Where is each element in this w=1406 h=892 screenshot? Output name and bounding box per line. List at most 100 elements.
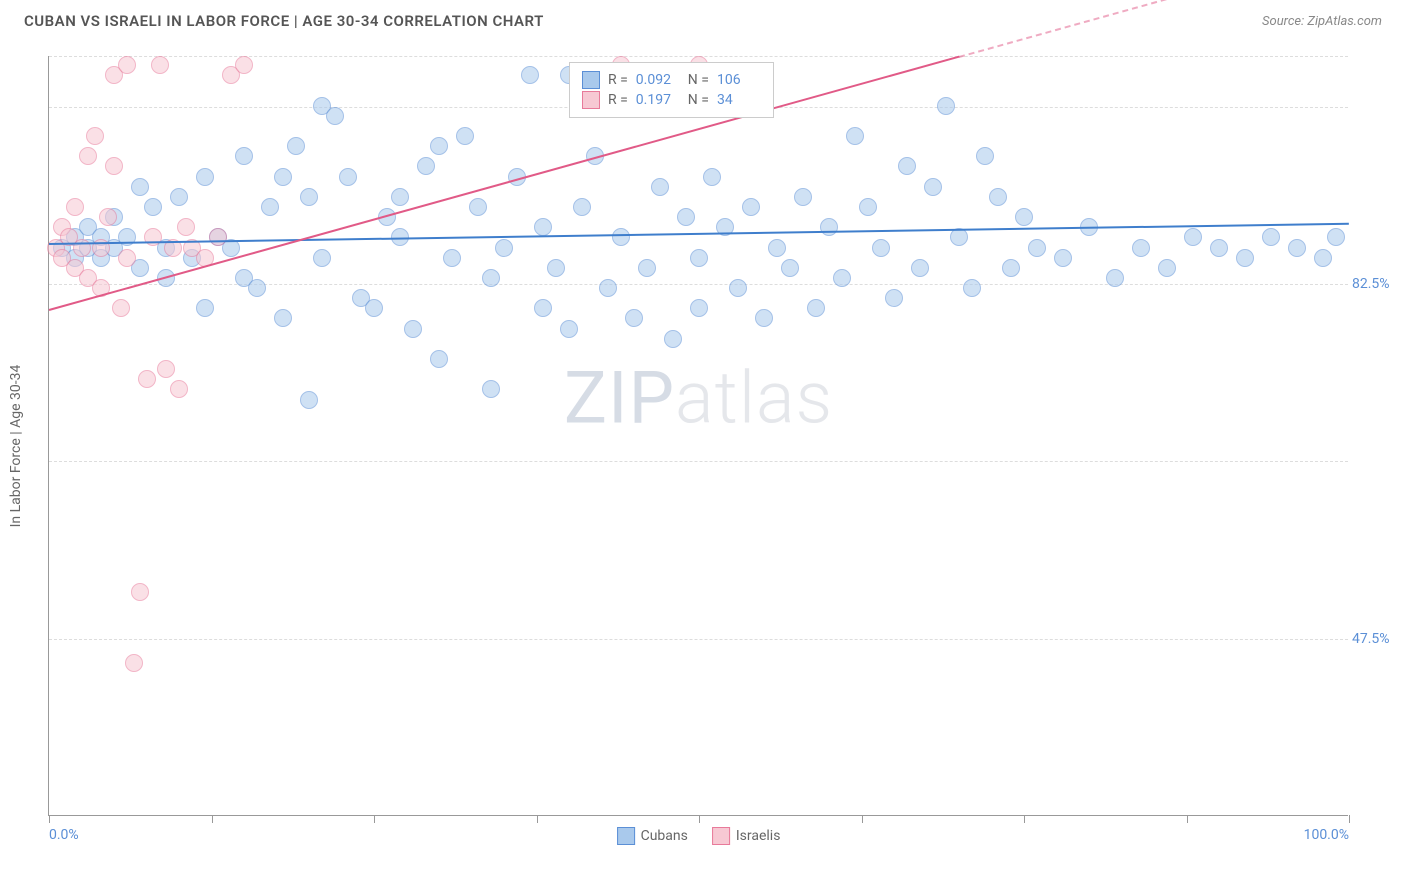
data-point <box>118 249 136 267</box>
data-point <box>1106 269 1124 287</box>
data-point <box>664 330 682 348</box>
data-point <box>99 208 117 226</box>
data-point <box>248 279 266 297</box>
legend-R-label: R = <box>608 92 628 108</box>
legend-N-label: N = <box>688 72 709 88</box>
data-point <box>963 279 981 297</box>
data-point <box>976 147 994 165</box>
legend-R-label: R = <box>608 72 628 88</box>
data-point <box>235 56 253 74</box>
data-point <box>196 168 214 186</box>
data-point <box>898 157 916 175</box>
data-point <box>547 259 565 277</box>
data-point <box>73 239 91 257</box>
data-point <box>1327 228 1345 246</box>
data-point <box>599 279 617 297</box>
data-point <box>872 239 890 257</box>
data-point <box>495 239 513 257</box>
x-tick <box>699 815 700 823</box>
data-point <box>794 188 812 206</box>
data-point <box>742 198 760 216</box>
legend-swatch <box>712 827 730 845</box>
data-point <box>1236 249 1254 267</box>
data-point <box>638 259 656 277</box>
data-point <box>534 218 552 236</box>
data-point <box>482 380 500 398</box>
data-point <box>781 259 799 277</box>
data-point <box>235 147 253 165</box>
data-point <box>924 178 942 196</box>
data-point <box>612 228 630 246</box>
legend-row: R =0.197N =34 <box>582 91 761 109</box>
data-point <box>391 188 409 206</box>
data-point <box>138 370 156 388</box>
data-point <box>300 188 318 206</box>
data-point <box>131 583 149 601</box>
data-point <box>807 299 825 317</box>
legend-label: Israelis <box>736 828 781 844</box>
data-point <box>105 157 123 175</box>
data-point <box>1314 249 1332 267</box>
legend-stats: R = 0.092 N = 106 R =0.197N =34 <box>569 62 774 118</box>
data-point <box>1262 228 1280 246</box>
data-point <box>196 299 214 317</box>
data-point <box>1158 259 1176 277</box>
data-point <box>1184 228 1202 246</box>
data-point <box>950 228 968 246</box>
data-point <box>469 198 487 216</box>
data-point <box>443 249 461 267</box>
x-tick <box>862 815 863 823</box>
watermark-atlas: atlas <box>675 355 833 440</box>
data-point <box>1132 239 1150 257</box>
data-point <box>177 218 195 236</box>
data-point <box>404 320 422 338</box>
data-point <box>1028 239 1046 257</box>
data-point <box>1002 259 1020 277</box>
data-point <box>690 249 708 267</box>
x-tick <box>374 815 375 823</box>
x-tick <box>212 815 213 823</box>
data-point <box>86 127 104 145</box>
data-point <box>820 218 838 236</box>
legend-row: R = 0.092 N = 106 <box>582 71 761 89</box>
data-point <box>534 299 552 317</box>
legend-N-label: N = <box>688 92 709 108</box>
chart-source: Source: ZipAtlas.com <box>1262 14 1382 29</box>
data-point <box>430 137 448 155</box>
data-point <box>66 198 84 216</box>
data-point <box>937 97 955 115</box>
data-point <box>125 654 143 672</box>
data-point <box>430 350 448 368</box>
data-point <box>365 299 383 317</box>
scatter-chart: ZIPatlas 47.5%82.5%0.0%100.0%R =0.092N =… <box>48 56 1348 816</box>
data-point <box>131 178 149 196</box>
watermark-zip: ZIP <box>564 355 675 440</box>
data-point <box>313 249 331 267</box>
data-point <box>79 147 97 165</box>
x-tick <box>537 815 538 823</box>
trend-line <box>49 56 960 311</box>
data-point <box>482 269 500 287</box>
data-point <box>112 299 130 317</box>
data-point <box>157 360 175 378</box>
data-point <box>417 157 435 175</box>
y-tick-label: 47.5% <box>1352 631 1404 647</box>
data-point <box>118 56 136 74</box>
data-point <box>274 309 292 327</box>
data-point <box>573 198 591 216</box>
legend-R-value: 0.092 <box>636 72 680 88</box>
data-point <box>1210 239 1228 257</box>
chart-header: CUBAN VS ISRAELI IN LABOR FORCE | AGE 30… <box>0 0 1406 38</box>
legend-N-value: 106 <box>717 72 761 88</box>
data-point <box>521 66 539 84</box>
data-point <box>151 56 169 74</box>
data-point <box>911 259 929 277</box>
x-tick <box>1024 815 1025 823</box>
data-point <box>287 137 305 155</box>
data-point <box>1288 239 1306 257</box>
data-point <box>170 188 188 206</box>
legend-series: CubansIsraelis <box>617 827 781 845</box>
x-tick <box>1187 815 1188 823</box>
data-point <box>1054 249 1072 267</box>
data-point <box>625 309 643 327</box>
